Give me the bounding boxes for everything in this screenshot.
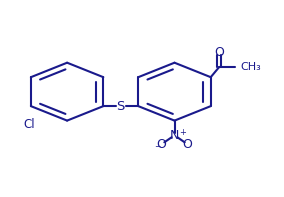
Text: S: S [117, 100, 125, 113]
Text: CH₃: CH₃ [240, 62, 261, 72]
Text: N: N [170, 129, 179, 142]
Text: O: O [156, 138, 166, 151]
Text: +: + [179, 128, 186, 138]
Text: O: O [183, 138, 193, 151]
Text: −: − [154, 142, 160, 151]
Text: O: O [214, 46, 224, 59]
Text: Cl: Cl [24, 118, 35, 131]
